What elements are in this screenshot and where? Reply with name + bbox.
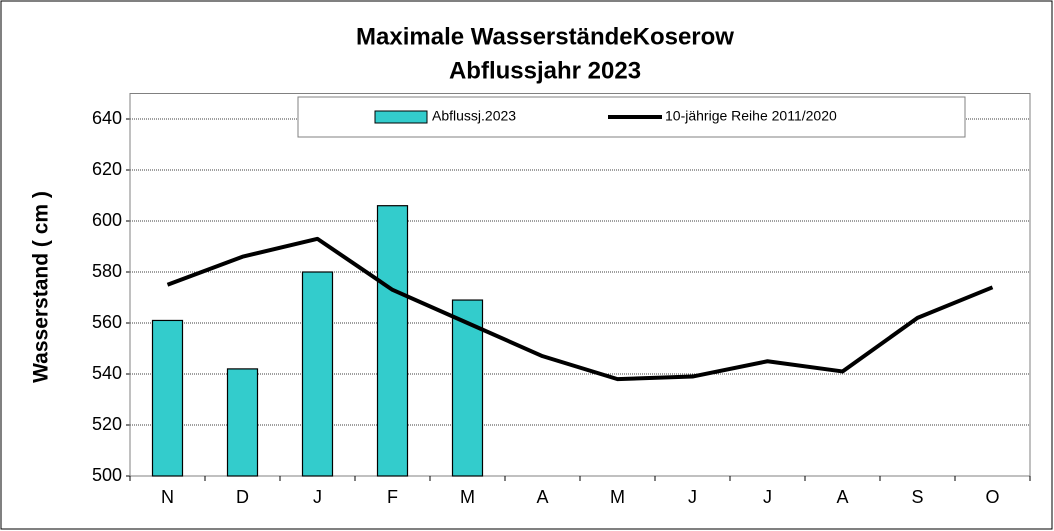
- y-tick-label: 540: [92, 363, 122, 383]
- chart-title: Maximale WasserständeKoserow: [356, 23, 734, 50]
- bar: [226, 368, 259, 477]
- x-tick-label: O: [985, 487, 999, 507]
- y-tick-label: 560: [92, 312, 122, 332]
- chart-title: Abflussjahr 2023: [449, 57, 641, 84]
- x-tick-label: M: [610, 487, 625, 507]
- y-tick-label: 580: [92, 261, 122, 281]
- x-tick-label: J: [313, 487, 322, 507]
- y-tick-label: 600: [92, 210, 122, 230]
- x-tick-label: M: [460, 487, 475, 507]
- x-tick-label: S: [911, 487, 923, 507]
- x-tick-label: A: [536, 487, 548, 507]
- y-axis-label: Wasserstand ( cm ): [30, 191, 53, 383]
- x-tick-label: N: [161, 487, 174, 507]
- x-tick-label: A: [836, 487, 848, 507]
- y-tick-label: 640: [92, 108, 122, 128]
- bar: [151, 319, 184, 477]
- x-tick-label: D: [236, 487, 249, 507]
- legend-label: 10-jährige Reihe 2011/2020: [665, 108, 837, 124]
- line: [166, 236, 994, 382]
- legend-swatch: [374, 110, 428, 124]
- bar: [301, 271, 334, 477]
- x-tick-label: F: [387, 487, 398, 507]
- legend-label: Abflussj.2023: [432, 108, 516, 124]
- y-tick-label: 620: [92, 159, 122, 179]
- x-tick-label: J: [763, 487, 772, 507]
- y-tick-label: 500: [92, 465, 122, 485]
- x-tick-label: J: [688, 487, 697, 507]
- y-tick-label: 520: [92, 414, 122, 434]
- bar: [376, 205, 409, 477]
